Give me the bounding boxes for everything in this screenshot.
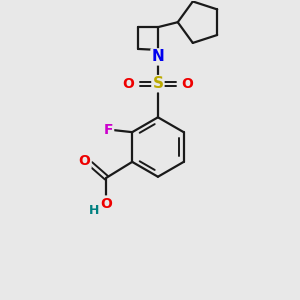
Text: O: O (182, 76, 194, 91)
Text: O: O (79, 154, 91, 168)
Text: O: O (100, 196, 112, 211)
Text: O: O (122, 76, 134, 91)
Text: H: H (89, 204, 100, 217)
Text: S: S (152, 76, 164, 91)
Text: N: N (152, 50, 164, 64)
Text: F: F (104, 123, 113, 137)
